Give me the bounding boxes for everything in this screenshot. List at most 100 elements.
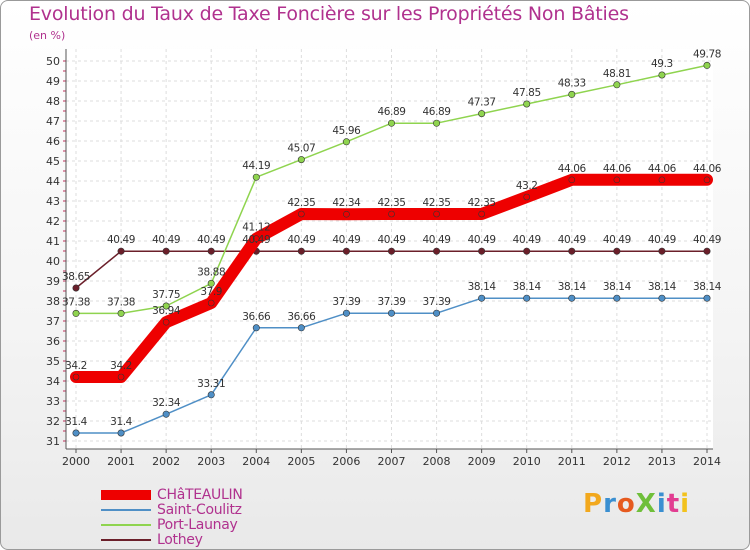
legend-item: CHâTEAULIN [101, 487, 243, 503]
data-label: 40.49 [513, 234, 541, 246]
data-label: 34.2 [110, 360, 132, 372]
data-label: 36.94 [152, 305, 181, 317]
data-label: 32.34 [152, 397, 181, 409]
data-point [703, 176, 711, 184]
data-point [117, 309, 125, 317]
data-label: 41.12 [242, 222, 270, 234]
x-tick-label: 2014 [693, 455, 721, 468]
data-label: 37.9 [200, 286, 222, 298]
data-point [297, 247, 305, 255]
data-point [613, 176, 621, 184]
data-point [72, 284, 80, 292]
data-label: 40.49 [558, 234, 586, 246]
data-point [658, 294, 666, 302]
data-point [658, 247, 666, 255]
data-label: 38.14 [693, 281, 722, 293]
y-tick-label: 39 [46, 275, 60, 288]
x-tick-label: 2003 [197, 455, 225, 468]
x-tick-label: 2006 [332, 455, 360, 468]
data-label: 42.35 [468, 197, 496, 209]
data-point [297, 324, 305, 332]
data-point [568, 176, 576, 184]
data-point [342, 247, 350, 255]
data-label: 45.07 [287, 143, 315, 155]
y-tick-label: 45 [46, 155, 60, 168]
y-tick-label: 43 [46, 195, 60, 208]
data-label: 42.35 [423, 197, 451, 209]
data-point [162, 318, 170, 326]
data-label: 38.14 [603, 281, 632, 293]
data-point [478, 294, 486, 302]
data-point [342, 309, 350, 317]
legend: CHâTEAULIN Saint-Coulitz Port-Launay Lothey [101, 487, 243, 548]
legend-item: Saint-Coulitz [101, 501, 243, 518]
data-point [703, 61, 711, 69]
x-tick-label: 2004 [242, 455, 270, 468]
data-label: 49.3 [651, 58, 673, 70]
data-point [613, 294, 621, 302]
x-tick-label: 2011 [558, 455, 586, 468]
data-point [433, 119, 441, 127]
data-point [433, 247, 441, 255]
data-label: 38.65 [62, 271, 90, 283]
data-label: 38.88 [197, 266, 225, 278]
legend-label: Port-Launay [157, 516, 238, 533]
legend-swatch [101, 523, 151, 526]
data-label: 40.49 [107, 234, 135, 246]
chart-title: Evolution du Taux de Taxe Foncière sur l… [29, 3, 629, 25]
y-tick-label: 41 [46, 235, 60, 248]
logo-letter: r [603, 489, 617, 519]
data-label: 38.14 [513, 281, 542, 293]
y-tick-label: 32 [46, 415, 60, 428]
legend-label: Lothey [157, 531, 203, 548]
data-point [343, 210, 350, 218]
data-point [72, 309, 80, 317]
data-point [162, 302, 170, 310]
data-label: 38.14 [468, 281, 497, 293]
data-label: 40.49 [377, 234, 405, 246]
data-label: 44.06 [648, 163, 677, 175]
data-point [433, 210, 440, 218]
legend-item: Lothey [101, 531, 243, 548]
data-label: 40.49 [287, 234, 315, 246]
data-point [613, 81, 621, 89]
data-point [207, 247, 215, 255]
data-point [72, 373, 80, 381]
data-label: 40.49 [332, 234, 360, 246]
data-label: 40.49 [468, 234, 496, 246]
legend-label: Saint-Coulitz [157, 501, 242, 518]
data-label: 40.49 [152, 234, 180, 246]
data-point [703, 294, 711, 302]
x-tick-label: 2007 [378, 455, 406, 468]
data-label: 48.81 [603, 68, 631, 80]
data-point [658, 176, 666, 184]
data-point [117, 247, 125, 255]
data-label: 42.35 [377, 197, 405, 209]
x-tick-label: 2013 [648, 455, 676, 468]
data-label: 43.2 [516, 180, 538, 192]
data-point [523, 100, 531, 108]
y-tick-label: 48 [46, 95, 60, 108]
logo-letter: i [680, 489, 691, 519]
data-label: 40.49 [603, 234, 631, 246]
data-label: 45.96 [332, 125, 361, 137]
data-point [207, 391, 215, 399]
data-label: 37.75 [152, 289, 180, 301]
y-tick-label: 44 [46, 175, 60, 188]
data-point [523, 294, 531, 302]
data-label: 37.39 [423, 296, 451, 308]
data-label: 42.35 [287, 197, 315, 209]
data-label: 37.39 [332, 296, 360, 308]
data-label: 40.49 [242, 234, 270, 246]
logo-letter: P [583, 489, 604, 519]
legend-swatch [101, 538, 151, 541]
data-point [117, 429, 125, 437]
data-label: 44.19 [242, 160, 270, 172]
data-label: 47.85 [513, 87, 541, 99]
data-point [613, 247, 621, 255]
y-tick-label: 49 [46, 75, 60, 88]
data-label: 34.2 [65, 360, 87, 372]
data-label: 36.66 [242, 311, 271, 323]
x-tick-label: 2008 [423, 455, 451, 468]
data-label: 40.49 [197, 234, 225, 246]
